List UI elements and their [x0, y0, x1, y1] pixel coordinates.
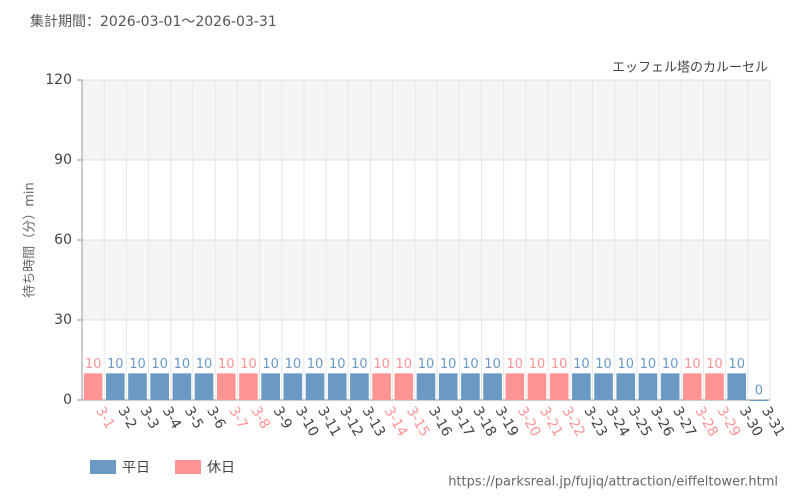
- bar: [483, 373, 502, 400]
- legend-label: 休日: [207, 460, 235, 476]
- value-label: 10: [351, 357, 368, 372]
- value-label: 10: [640, 357, 657, 372]
- bar: [350, 373, 369, 400]
- value-label: 10: [196, 357, 213, 372]
- x-tick-label: 3-6: [203, 404, 228, 432]
- x-tick-label: 3-7: [225, 404, 250, 432]
- value-label: 10: [262, 357, 279, 372]
- bar: [305, 373, 325, 400]
- bar: [372, 373, 391, 400]
- bar: [727, 373, 747, 400]
- value-label: 10: [507, 357, 524, 372]
- bar: [683, 373, 702, 400]
- bar: [505, 373, 525, 400]
- chart-title: 集計期間：2026-03-01～2026-03-31: [30, 13, 277, 30]
- bar: [594, 373, 613, 400]
- bar: [616, 373, 636, 400]
- value-label: 10: [440, 357, 457, 372]
- value-label: 10: [728, 357, 745, 372]
- value-label: 10: [595, 357, 612, 372]
- value-label: 10: [240, 357, 257, 372]
- bar: [83, 373, 103, 400]
- bar: [416, 373, 436, 400]
- value-label: 10: [484, 357, 501, 372]
- chart-subtitle: エッフェル塔のカルーセル: [612, 61, 768, 76]
- value-label: 10: [462, 357, 479, 372]
- bar: [660, 373, 680, 400]
- value-label: 10: [329, 357, 346, 372]
- x-tick-label: 3-4: [159, 404, 184, 432]
- x-tick-label: 3-3: [137, 404, 162, 432]
- legend-swatch: [175, 460, 201, 474]
- y-axis-label: 待ち時間（分）min: [23, 182, 38, 298]
- value-label: 0: [755, 384, 763, 399]
- value-label: 10: [418, 357, 435, 372]
- value-label: 10: [684, 357, 701, 372]
- bar: [527, 373, 547, 400]
- value-label: 10: [307, 357, 324, 372]
- y-tick-label: 90: [54, 152, 72, 168]
- bar: [549, 373, 569, 400]
- legend-label: 平日: [122, 460, 150, 476]
- value-label: 10: [706, 357, 723, 372]
- bar: [283, 373, 303, 400]
- bar: [105, 373, 125, 400]
- value-label: 10: [662, 357, 679, 372]
- x-tick-label: 3-2: [114, 404, 139, 432]
- source-url: https://parksreal.jp/fujiq/attraction/ei…: [448, 475, 778, 490]
- bar: [438, 373, 458, 400]
- value-label: 10: [285, 357, 302, 372]
- bar: [461, 373, 480, 400]
- value-label: 10: [218, 357, 235, 372]
- y-tick-label: 60: [54, 232, 72, 248]
- bar: [128, 373, 147, 400]
- value-label: 10: [617, 357, 634, 372]
- bar: [216, 373, 236, 400]
- value-label: 10: [373, 357, 390, 372]
- y-tick-label: 120: [45, 72, 72, 88]
- grid-band: [82, 240, 770, 320]
- value-label: 10: [396, 357, 413, 372]
- grid-band: [82, 80, 770, 160]
- bar: [705, 373, 724, 400]
- x-tick-label: 3-5: [181, 404, 206, 432]
- legend-swatch: [90, 460, 116, 474]
- x-tick-label: 3-1: [92, 404, 117, 432]
- value-label: 10: [107, 357, 124, 372]
- y-tick-label: 0: [63, 392, 72, 408]
- bar: [261, 373, 280, 400]
- value-label: 10: [551, 357, 568, 372]
- value-label: 10: [573, 357, 590, 372]
- bar: [327, 373, 347, 400]
- bar: [150, 373, 169, 400]
- y-tick-label: 30: [54, 312, 72, 328]
- value-label: 10: [151, 357, 168, 372]
- bar: [394, 373, 414, 400]
- bar: [194, 373, 214, 400]
- value-label: 10: [85, 357, 102, 372]
- value-label: 10: [129, 357, 146, 372]
- value-label: 10: [174, 357, 191, 372]
- bar: [572, 373, 591, 400]
- bar: [172, 373, 192, 400]
- bar: [749, 400, 769, 401]
- bar: [239, 373, 258, 400]
- x-tick-label: 3-9: [270, 404, 295, 432]
- bar: [638, 373, 658, 400]
- x-tick-label: 3-8: [248, 404, 273, 432]
- x-tick-label: 3-31: [758, 404, 788, 440]
- value-label: 10: [529, 357, 546, 372]
